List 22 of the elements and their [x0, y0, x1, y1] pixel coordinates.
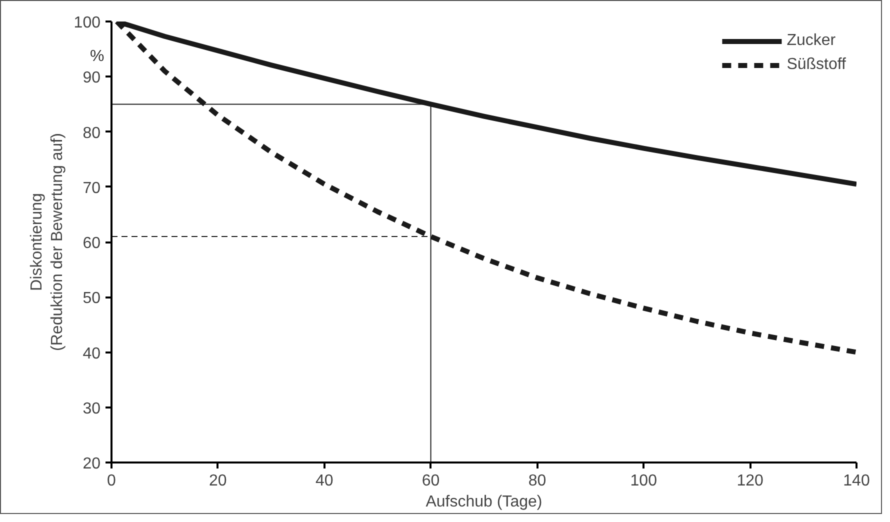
y-tick-label: 70	[82, 180, 101, 197]
y-axis-title: Diskontierung (Reduktion der Bewertung auf)	[28, 133, 66, 351]
y-tick-label: 20	[82, 456, 101, 472]
y-tick-label: 100	[74, 14, 101, 32]
y-tick-label: 40	[82, 345, 101, 362]
x-tick-label: 20	[209, 472, 227, 490]
x-tick-label: 60	[422, 472, 440, 490]
y-tick-label: 60	[82, 235, 101, 252]
y-tick-label: 50	[82, 290, 101, 308]
x-axis-title: Aufschub (Tage)	[426, 494, 542, 510]
y-tick-label: 80	[82, 124, 101, 142]
y-tick-label: 30	[82, 400, 101, 418]
x-tick-label: 0	[107, 472, 116, 490]
legend-label: Süßstoff	[786, 56, 846, 74]
y-tick-label: 90	[82, 70, 101, 87]
x-tick-label: 100	[630, 472, 658, 490]
legend-label: Zucker	[786, 32, 836, 50]
x-tick-label: 40	[315, 472, 334, 490]
x-tick-label: 80	[528, 472, 546, 490]
x-tick-label: 140	[843, 472, 870, 490]
text: %	[90, 47, 104, 67]
x-tick-label: 120	[736, 472, 764, 490]
